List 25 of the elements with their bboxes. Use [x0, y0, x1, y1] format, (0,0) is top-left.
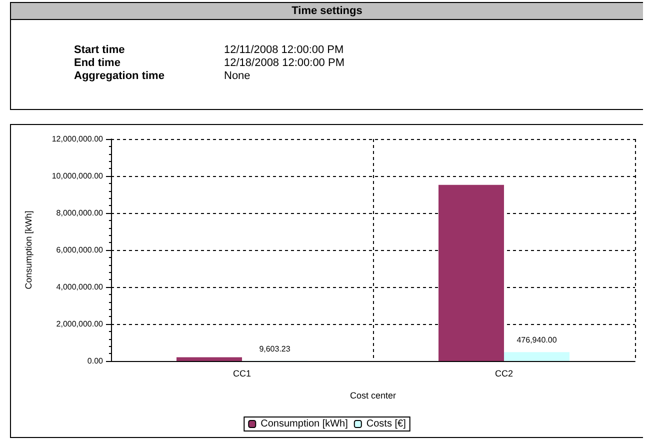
text: Aggregation time — [74, 70, 166, 82]
y-tick-label: 0.00 — [87, 356, 104, 366]
text: End time — [74, 57, 122, 69]
x-axis-title: Cost center — [350, 390, 396, 400]
y-tick-label: 2,000,000.00 — [56, 320, 104, 328]
y-tick-label: 6,000,000.00 — [56, 246, 104, 254]
y-tick-label: 12,000,000.00 — [52, 134, 104, 144]
x-tick-label: CC2 — [494, 368, 514, 378]
data-label: 9,603.23 — [259, 344, 291, 354]
bar — [504, 352, 570, 361]
bar — [176, 357, 242, 361]
text: 12/11/2008 12:00:00 PM — [224, 44, 345, 56]
y-axis-title: Consumption [kWh] — [24, 210, 34, 290]
y-tick-label: 10,000,000.00 — [52, 172, 104, 180]
data-label: 476,940.00 — [516, 336, 558, 345]
x-tick-label: CC1 — [232, 368, 252, 378]
y-tick-label: 8,000,000.00 — [56, 208, 104, 218]
text: 12/18/2008 12:00:00 PM — [224, 57, 346, 69]
legend-label: Consumption [kWh] — [260, 418, 348, 430]
text: Time settings — [11, 3, 643, 20]
text: None — [224, 70, 252, 82]
bar — [438, 184, 504, 361]
text: Start time — [74, 44, 126, 56]
y-tick-label: 4,000,000.00 — [56, 282, 104, 292]
legend-label: Costs [€] — [366, 418, 406, 430]
